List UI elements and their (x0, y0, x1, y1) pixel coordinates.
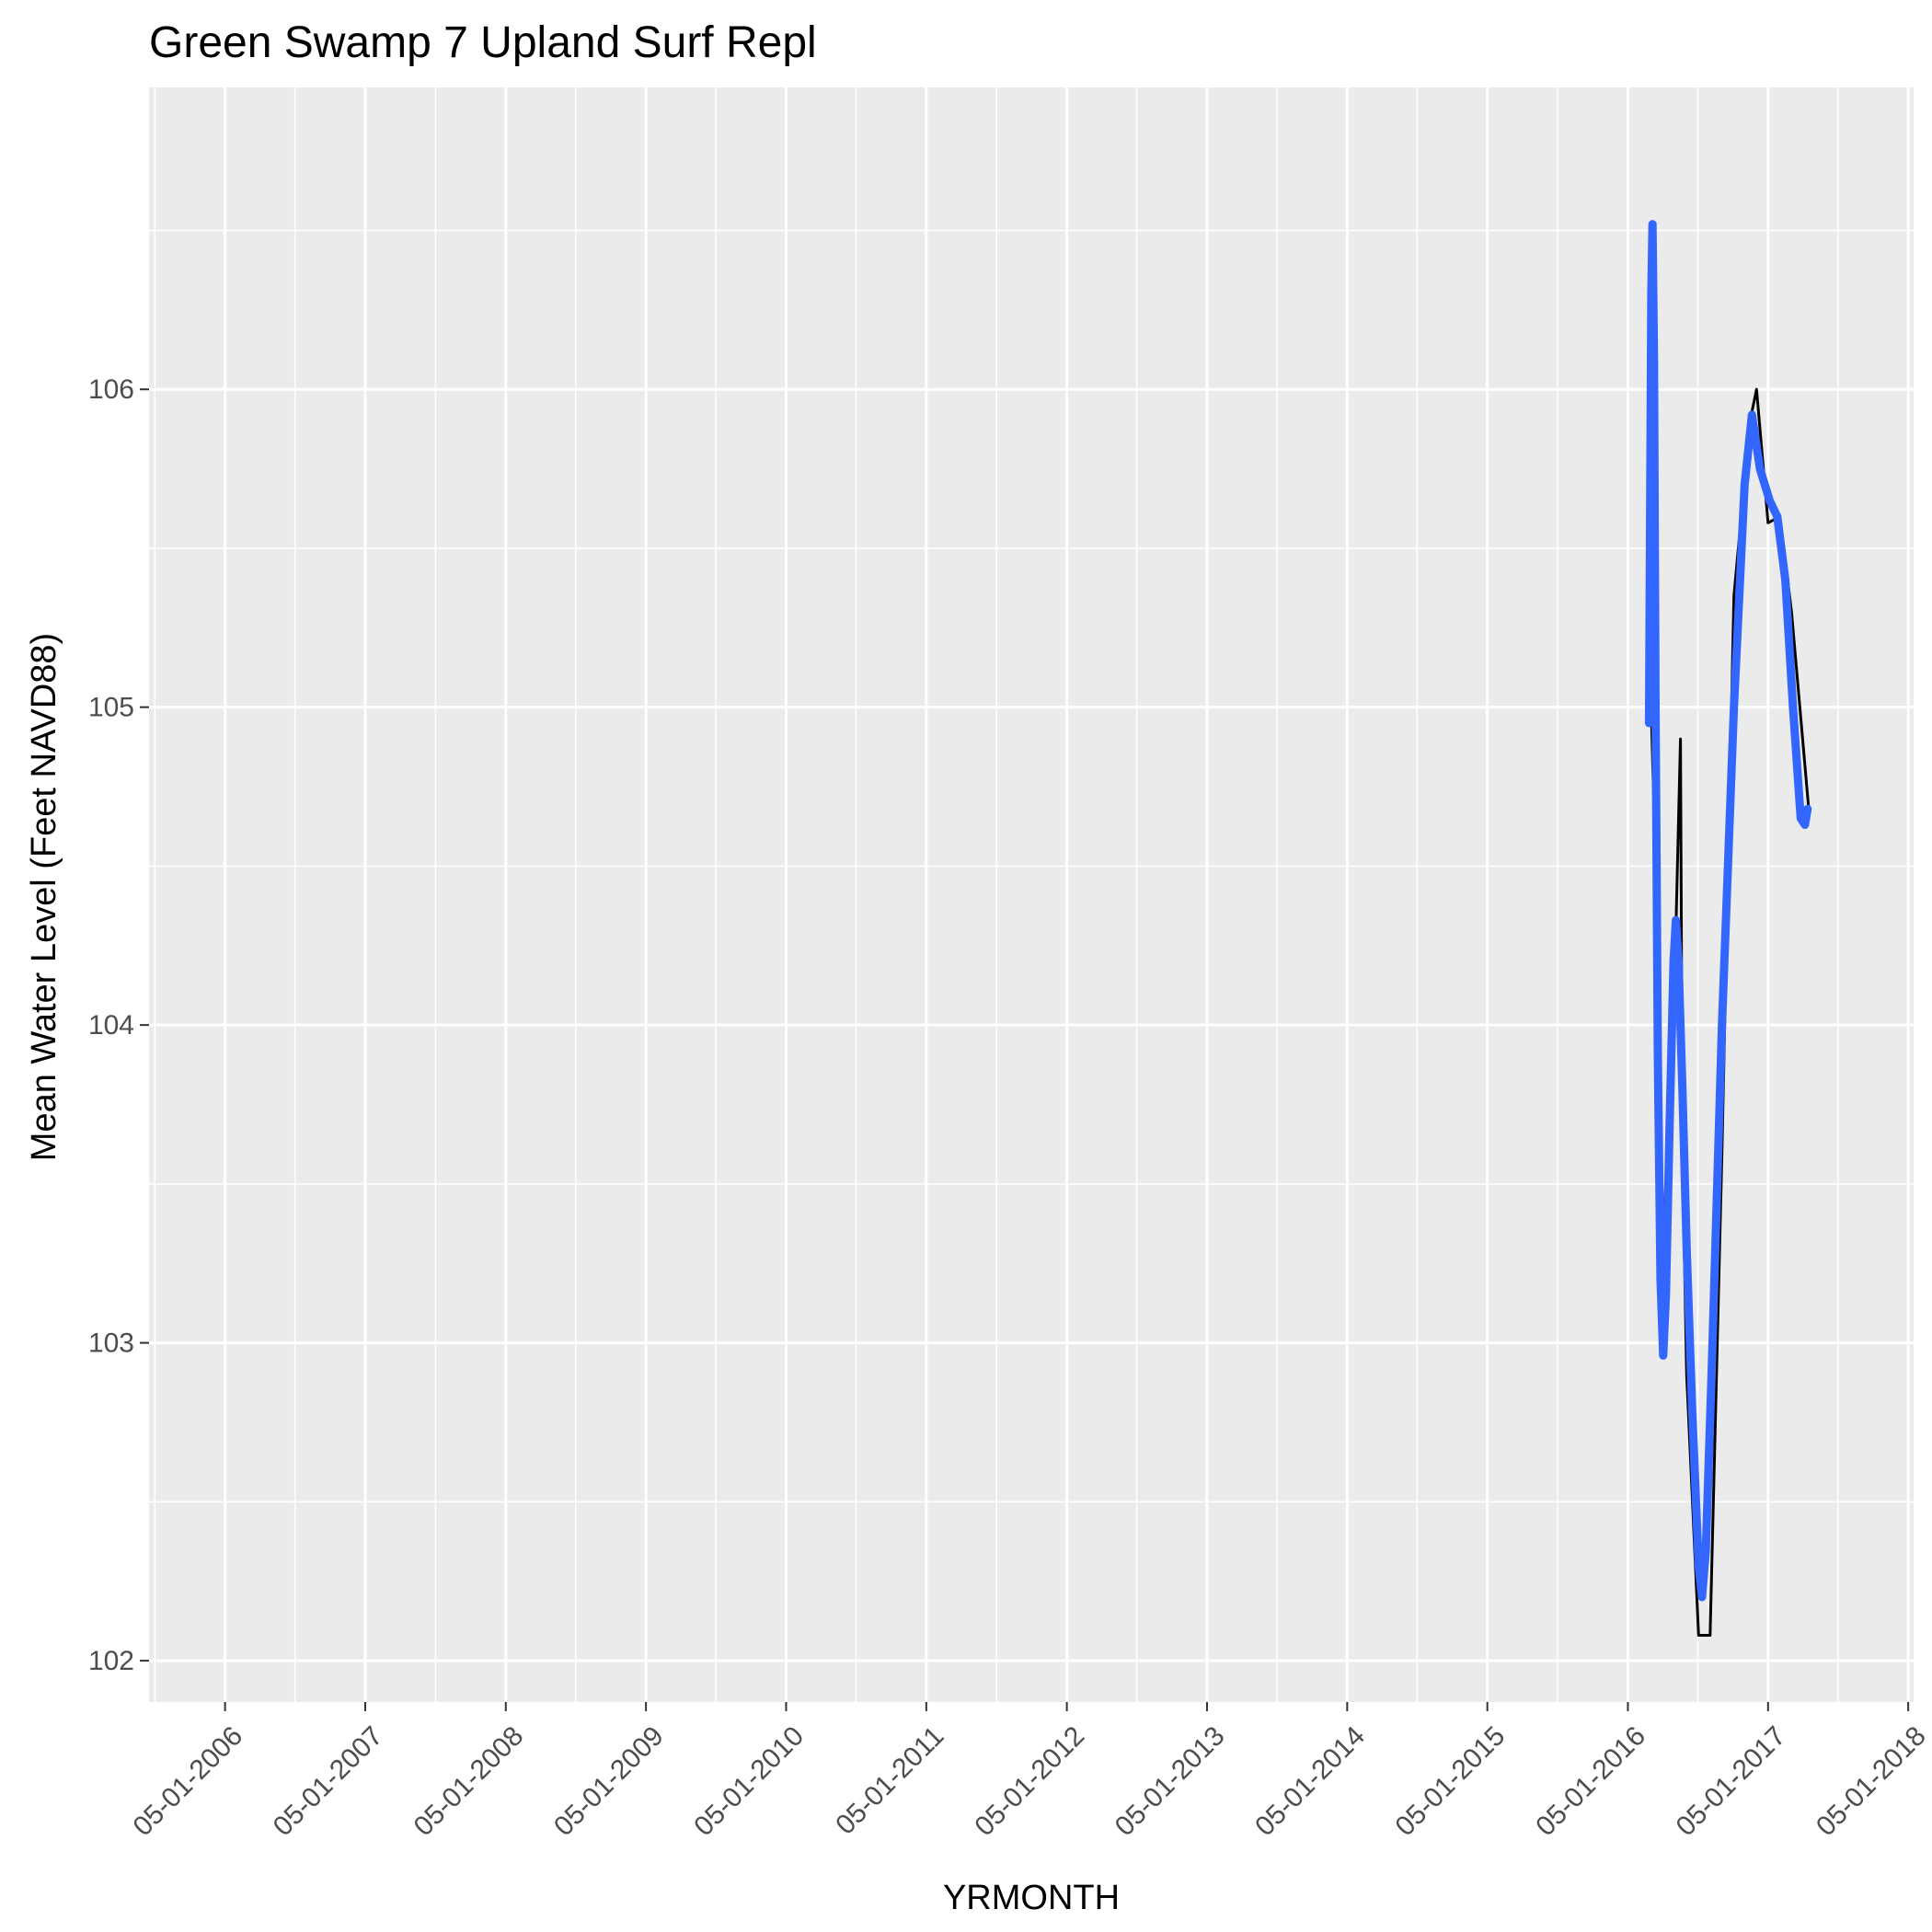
x-tick-label: 05-01-2013 (1110, 1720, 1231, 1842)
y-tick-label: 102 (88, 1646, 134, 1676)
x-tick-label: 05-01-2007 (268, 1720, 389, 1842)
x-axis-title: YRMONTH (943, 1879, 1120, 1917)
chart-title: Green Swamp 7 Upland Surf Repl (149, 18, 817, 67)
x-tick-label: 05-01-2018 (1811, 1720, 1932, 1842)
x-tick-label: 05-01-2009 (548, 1720, 670, 1842)
y-axis-title: Mean Water Level (Feet NAVD88) (25, 633, 63, 1161)
x-tick-label: 05-01-2014 (1249, 1720, 1371, 1842)
x-tick-label: 05-01-2017 (1671, 1720, 1792, 1842)
x-tick-label: 05-01-2011 (830, 1720, 949, 1840)
x-tick-label: 05-01-2010 (688, 1720, 810, 1842)
x-tick-label: 05-01-2006 (127, 1720, 248, 1842)
y-tick-label: 104 (88, 1010, 134, 1041)
y-tick-label: 103 (88, 1328, 134, 1359)
grid-lines (149, 87, 1914, 1702)
x-tick-label: 05-01-2015 (1389, 1720, 1511, 1842)
x-tick-label: 05-01-2008 (408, 1720, 530, 1842)
x-tick-label: 05-01-2012 (969, 1720, 1090, 1842)
x-tick-label: 05-01-2016 (1530, 1720, 1651, 1842)
smoothed-series-line (1644, 220, 1812, 1602)
y-tick-label: 106 (88, 374, 134, 405)
plot-panel (149, 87, 1914, 1702)
series-lines (1644, 220, 1812, 1637)
y-tick-label: 105 (88, 693, 134, 723)
